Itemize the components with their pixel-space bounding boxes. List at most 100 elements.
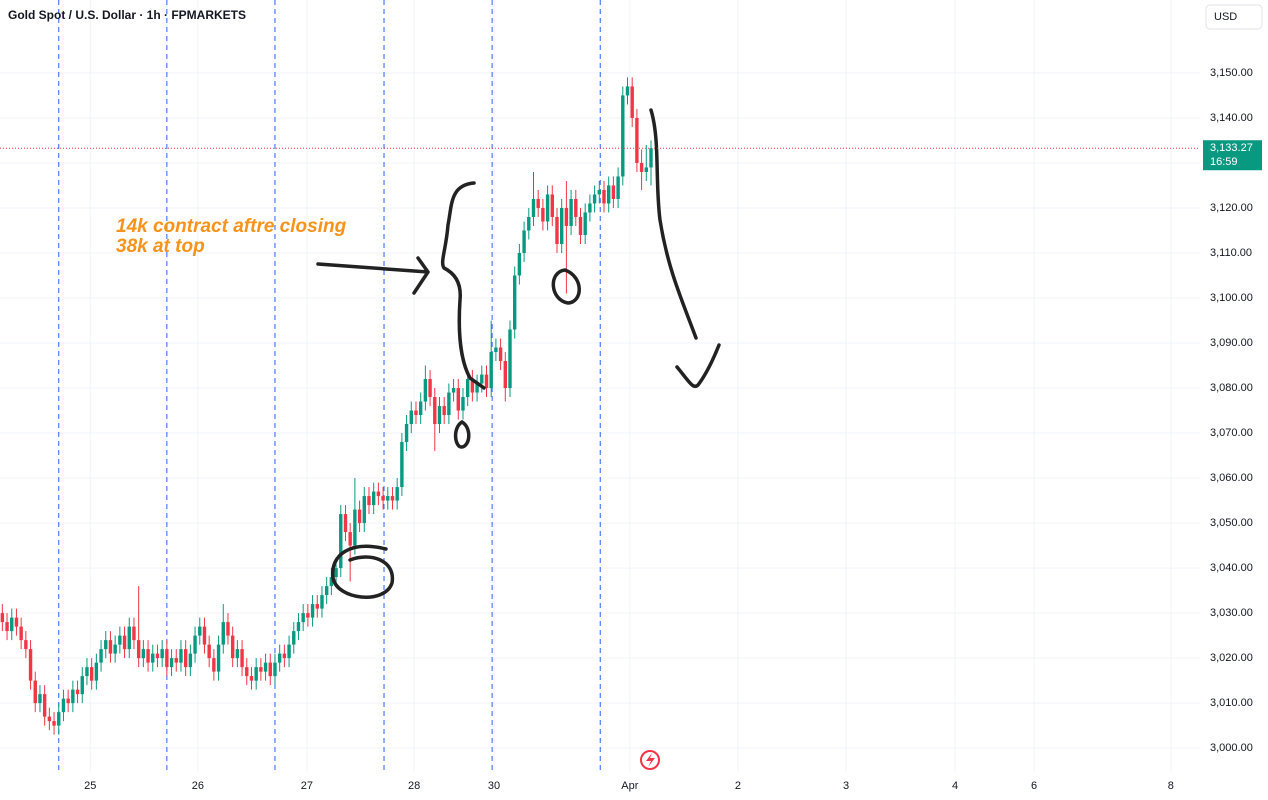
candle-body — [104, 640, 108, 650]
y-tick-label: 3,050.00 — [1210, 517, 1253, 529]
candle-body — [301, 613, 305, 623]
candle-body — [296, 622, 301, 632]
last-price-label: 3,133.27 — [1210, 142, 1253, 154]
candle-body — [263, 662, 268, 672]
y-tick-label: 3,060.00 — [1210, 472, 1253, 484]
candle-body — [89, 667, 94, 681]
y-tick-label: 3,030.00 — [1210, 607, 1253, 619]
y-tick-label: 3,110.00 — [1210, 247, 1252, 259]
currency-button[interactable] — [1205, 4, 1263, 30]
candle-body — [198, 626, 202, 636]
candle-body — [320, 595, 324, 609]
candle-body — [165, 649, 169, 668]
candle-body — [414, 410, 418, 416]
candle-body — [621, 95, 625, 177]
candle-body — [141, 649, 146, 659]
candle-body — [418, 401, 423, 416]
candle-body — [169, 658, 174, 668]
candle-body — [555, 216, 559, 244]
candle-body — [230, 635, 235, 659]
candle-body — [606, 185, 611, 204]
candle-body — [174, 658, 178, 663]
candle-body — [193, 635, 197, 654]
candle-body — [33, 680, 37, 704]
candle-body — [85, 667, 89, 677]
candle-body — [52, 721, 56, 726]
candle-body — [202, 626, 207, 645]
candle-body — [118, 635, 122, 645]
candle-body — [0, 613, 5, 623]
candle-body — [122, 635, 127, 650]
price-axis-panel — [1200, 0, 1268, 800]
drawn-arrow — [316, 256, 430, 295]
drawn-circle — [331, 544, 395, 599]
candle-body — [649, 148, 653, 168]
candle-body — [367, 496, 371, 506]
x-tick-label: 27 — [301, 780, 313, 792]
candle-body — [179, 649, 183, 663]
candle-body — [489, 352, 493, 389]
candle-body — [24, 640, 28, 650]
candle-body — [183, 649, 188, 668]
candle-body — [108, 640, 113, 654]
candle-body — [503, 361, 507, 389]
candle-body — [644, 167, 648, 172]
candle-body — [14, 617, 19, 627]
candle-body — [536, 198, 540, 208]
candle-body — [616, 176, 620, 199]
candle-body — [268, 662, 272, 677]
candle-body — [212, 658, 216, 672]
y-tick-label: 3,100.00 — [1210, 292, 1253, 304]
candle-body — [602, 189, 606, 204]
event-icon-bolt — [646, 753, 655, 767]
x-tick-label: 3 — [843, 780, 849, 792]
candle-body — [324, 586, 329, 596]
candle-body — [442, 406, 446, 416]
candle-body — [639, 162, 644, 172]
drawn-circle — [453, 420, 471, 449]
candle-body — [371, 491, 376, 506]
candle-body — [28, 649, 33, 681]
candle-body — [635, 117, 639, 163]
candle-body — [99, 649, 103, 663]
candle-body — [245, 667, 249, 677]
candle-body — [574, 198, 578, 217]
candle-body — [447, 392, 451, 416]
candle-body — [611, 185, 616, 199]
candle-body — [343, 514, 348, 533]
drawn-arrow — [649, 108, 721, 388]
event-icon[interactable] — [640, 750, 660, 770]
candle-body — [404, 424, 409, 443]
candle-body — [249, 676, 254, 681]
candle-body — [588, 203, 592, 213]
candle-body — [254, 667, 258, 681]
candle-body — [259, 667, 263, 672]
candle-body — [583, 212, 587, 235]
candle-body — [207, 644, 211, 659]
y-tick-label: 3,010.00 — [1210, 697, 1253, 709]
candle-body — [386, 496, 390, 501]
candle-body — [527, 216, 531, 231]
y-tick-label: 3,090.00 — [1210, 337, 1253, 349]
y-tick-label: 3,020.00 — [1210, 652, 1253, 664]
candle-body — [310, 604, 315, 618]
candle-body — [235, 649, 240, 659]
candle-body — [329, 577, 334, 587]
candle-body — [334, 568, 338, 578]
candle-body — [127, 626, 131, 650]
currency-label: USD — [1214, 11, 1237, 23]
candle-body — [545, 194, 550, 222]
candle-body — [433, 397, 437, 425]
candle-body — [480, 374, 484, 384]
y-tick-label: 3,080.00 — [1210, 382, 1253, 394]
y-tick-label: 3,000.00 — [1210, 742, 1253, 754]
candle-body — [66, 698, 70, 704]
candle-body — [75, 689, 80, 695]
candle-body — [221, 622, 225, 645]
candle-body — [578, 216, 583, 235]
annotation: 14k contract aftre closing — [116, 216, 347, 237]
x-tick-label: 6 — [1031, 780, 1037, 792]
candle-body — [362, 496, 366, 524]
candle-body — [592, 194, 597, 204]
candle-body — [470, 379, 475, 393]
